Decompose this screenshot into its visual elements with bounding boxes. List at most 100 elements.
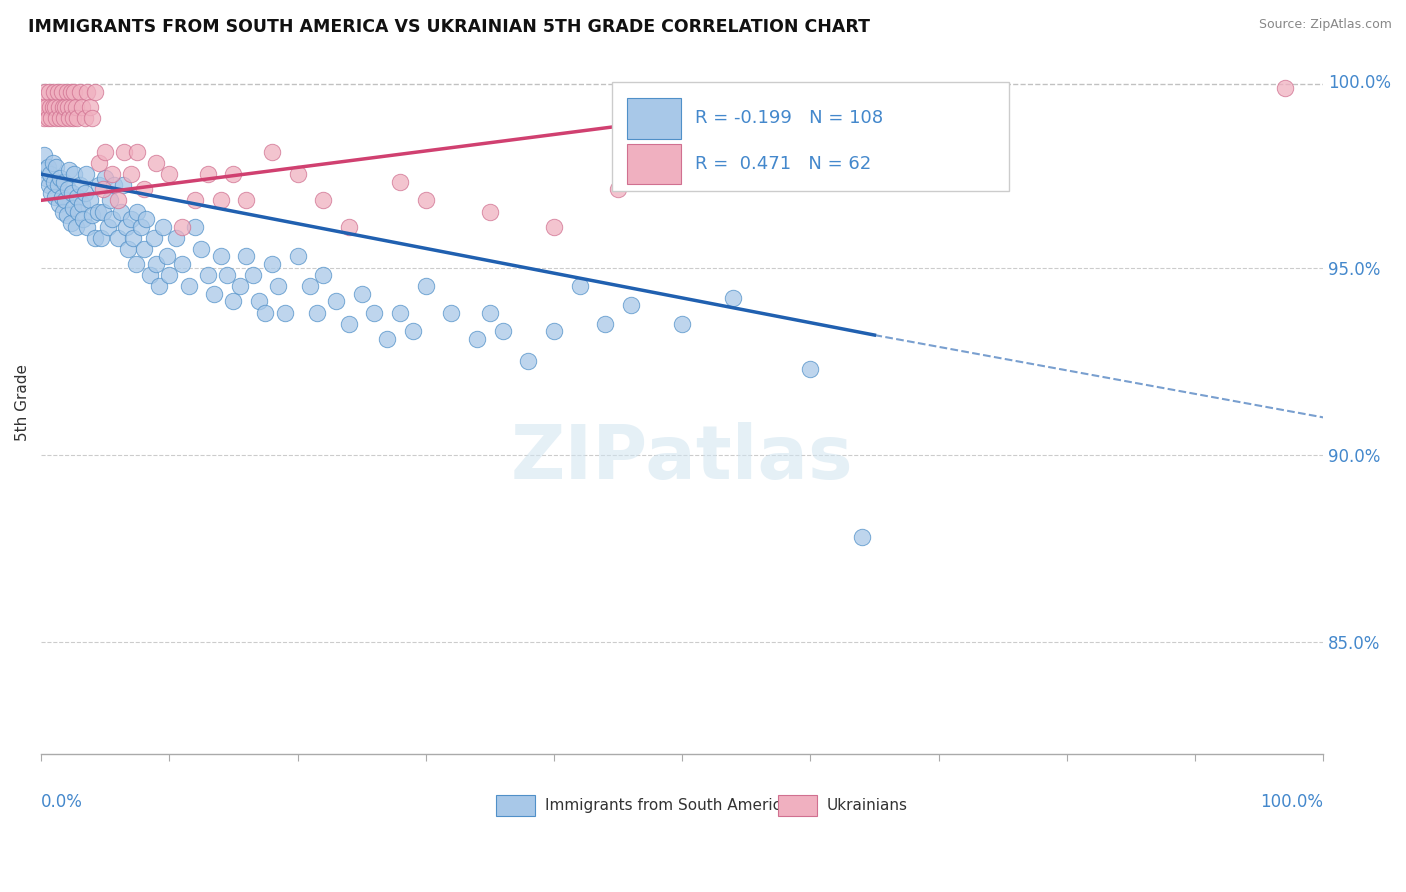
Bar xyxy=(627,98,681,138)
Point xyxy=(440,305,463,319)
Text: Ukrainians: Ukrainians xyxy=(827,798,908,813)
Point xyxy=(799,361,821,376)
Point xyxy=(107,231,129,245)
Point xyxy=(49,111,72,125)
Point xyxy=(39,167,62,181)
Point xyxy=(305,305,328,319)
Text: R = -0.199   N = 108: R = -0.199 N = 108 xyxy=(695,109,883,128)
Point xyxy=(135,212,157,227)
Point xyxy=(84,85,107,99)
Point xyxy=(38,85,60,99)
Text: R =  0.471   N = 62: R = 0.471 N = 62 xyxy=(695,155,872,173)
Point xyxy=(125,257,148,271)
Point xyxy=(127,145,149,159)
Point xyxy=(41,186,63,200)
Point xyxy=(254,305,277,319)
Point xyxy=(51,189,73,203)
Point xyxy=(70,100,93,114)
Point xyxy=(389,305,412,319)
Point xyxy=(37,111,59,125)
Bar xyxy=(627,144,681,185)
Point xyxy=(127,204,149,219)
Point xyxy=(58,163,80,178)
Point xyxy=(56,100,79,114)
Point xyxy=(177,279,200,293)
Point xyxy=(215,268,238,282)
Point xyxy=(287,250,309,264)
Text: IMMIGRANTS FROM SOUTH AMERICA VS UKRAINIAN 5TH GRADE CORRELATION CHART: IMMIGRANTS FROM SOUTH AMERICA VS UKRAINI… xyxy=(28,18,870,36)
Point xyxy=(42,175,65,189)
Point xyxy=(79,194,101,208)
Point xyxy=(139,268,162,282)
Point xyxy=(79,100,101,114)
Point xyxy=(491,324,513,338)
Text: ZIPatlas: ZIPatlas xyxy=(510,422,853,495)
Point xyxy=(73,111,96,125)
Point xyxy=(82,208,104,222)
Point xyxy=(190,242,212,256)
Point xyxy=(260,145,283,159)
Point xyxy=(103,178,125,193)
Point xyxy=(45,111,67,125)
Point xyxy=(34,163,56,178)
Point xyxy=(69,85,91,99)
Point xyxy=(299,279,322,293)
Point xyxy=(62,111,84,125)
Point xyxy=(55,194,77,208)
Point xyxy=(478,305,501,319)
Point xyxy=(45,160,67,174)
Point xyxy=(98,194,121,208)
Point xyxy=(363,305,385,319)
Point xyxy=(65,219,87,234)
Point xyxy=(65,100,87,114)
Point xyxy=(247,294,270,309)
Point xyxy=(287,167,309,181)
Point xyxy=(260,257,283,271)
Point xyxy=(42,85,65,99)
Point xyxy=(222,294,245,309)
Y-axis label: 5th Grade: 5th Grade xyxy=(15,364,30,441)
Point xyxy=(73,186,96,200)
Text: Immigrants from South America: Immigrants from South America xyxy=(546,798,790,813)
Point xyxy=(41,100,63,114)
Point xyxy=(82,111,104,125)
Point xyxy=(197,268,219,282)
Point xyxy=(120,212,142,227)
Point xyxy=(59,216,82,230)
Point xyxy=(375,332,398,346)
Point xyxy=(59,85,82,99)
Point xyxy=(209,194,232,208)
Bar xyxy=(496,795,534,816)
Point xyxy=(129,219,152,234)
Point xyxy=(37,160,59,174)
Point xyxy=(165,231,187,245)
Point xyxy=(55,100,77,114)
Point xyxy=(142,231,165,245)
Point xyxy=(117,242,139,256)
Point xyxy=(46,178,69,193)
Point xyxy=(38,178,60,193)
Bar xyxy=(779,795,817,816)
Text: Source: ZipAtlas.com: Source: ZipAtlas.com xyxy=(1258,18,1392,31)
Point xyxy=(67,204,90,219)
Point xyxy=(197,167,219,181)
Point xyxy=(157,167,180,181)
Point xyxy=(389,175,412,189)
Point xyxy=(35,100,58,114)
Point xyxy=(76,85,98,99)
Point xyxy=(114,219,136,234)
Point xyxy=(52,204,75,219)
Point xyxy=(402,324,425,338)
Point xyxy=(172,257,194,271)
Point xyxy=(63,167,86,181)
Point xyxy=(56,182,79,196)
Text: 0.0%: 0.0% xyxy=(41,793,83,811)
Point xyxy=(325,294,347,309)
Point xyxy=(55,208,77,222)
Point xyxy=(87,156,110,170)
Point xyxy=(152,219,174,234)
Point xyxy=(100,167,122,181)
Point xyxy=(53,111,76,125)
Point xyxy=(114,145,136,159)
Point xyxy=(84,231,107,245)
